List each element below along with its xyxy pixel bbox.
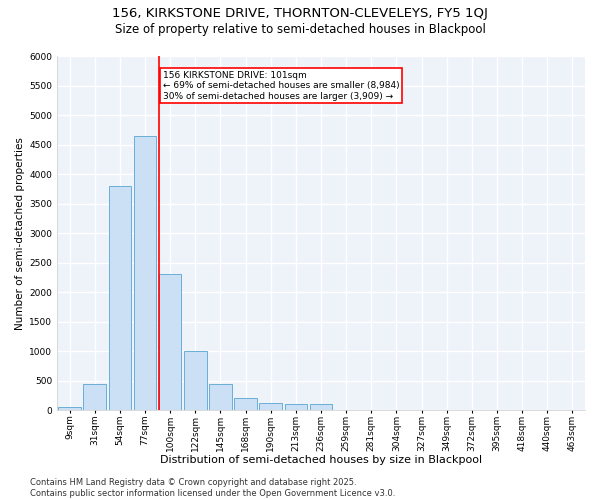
Bar bbox=[109, 186, 131, 410]
Bar bbox=[58, 408, 81, 410]
Text: Contains HM Land Registry data © Crown copyright and database right 2025.
Contai: Contains HM Land Registry data © Crown c… bbox=[30, 478, 395, 498]
Bar bbox=[284, 404, 307, 410]
Bar bbox=[209, 384, 232, 410]
Bar bbox=[259, 403, 282, 410]
Bar bbox=[234, 398, 257, 410]
Bar bbox=[184, 351, 206, 410]
Text: Size of property relative to semi-detached houses in Blackpool: Size of property relative to semi-detach… bbox=[115, 22, 485, 36]
X-axis label: Distribution of semi-detached houses by size in Blackpool: Distribution of semi-detached houses by … bbox=[160, 455, 482, 465]
Bar bbox=[159, 274, 181, 410]
Bar bbox=[134, 136, 157, 410]
Text: 156 KIRKSTONE DRIVE: 101sqm
← 69% of semi-detached houses are smaller (8,984)
30: 156 KIRKSTONE DRIVE: 101sqm ← 69% of sem… bbox=[163, 71, 399, 101]
Bar bbox=[310, 404, 332, 410]
Text: 156, KIRKSTONE DRIVE, THORNTON-CLEVELEYS, FY5 1QJ: 156, KIRKSTONE DRIVE, THORNTON-CLEVELEYS… bbox=[112, 8, 488, 20]
Y-axis label: Number of semi-detached properties: Number of semi-detached properties bbox=[15, 136, 25, 330]
Bar bbox=[83, 384, 106, 410]
